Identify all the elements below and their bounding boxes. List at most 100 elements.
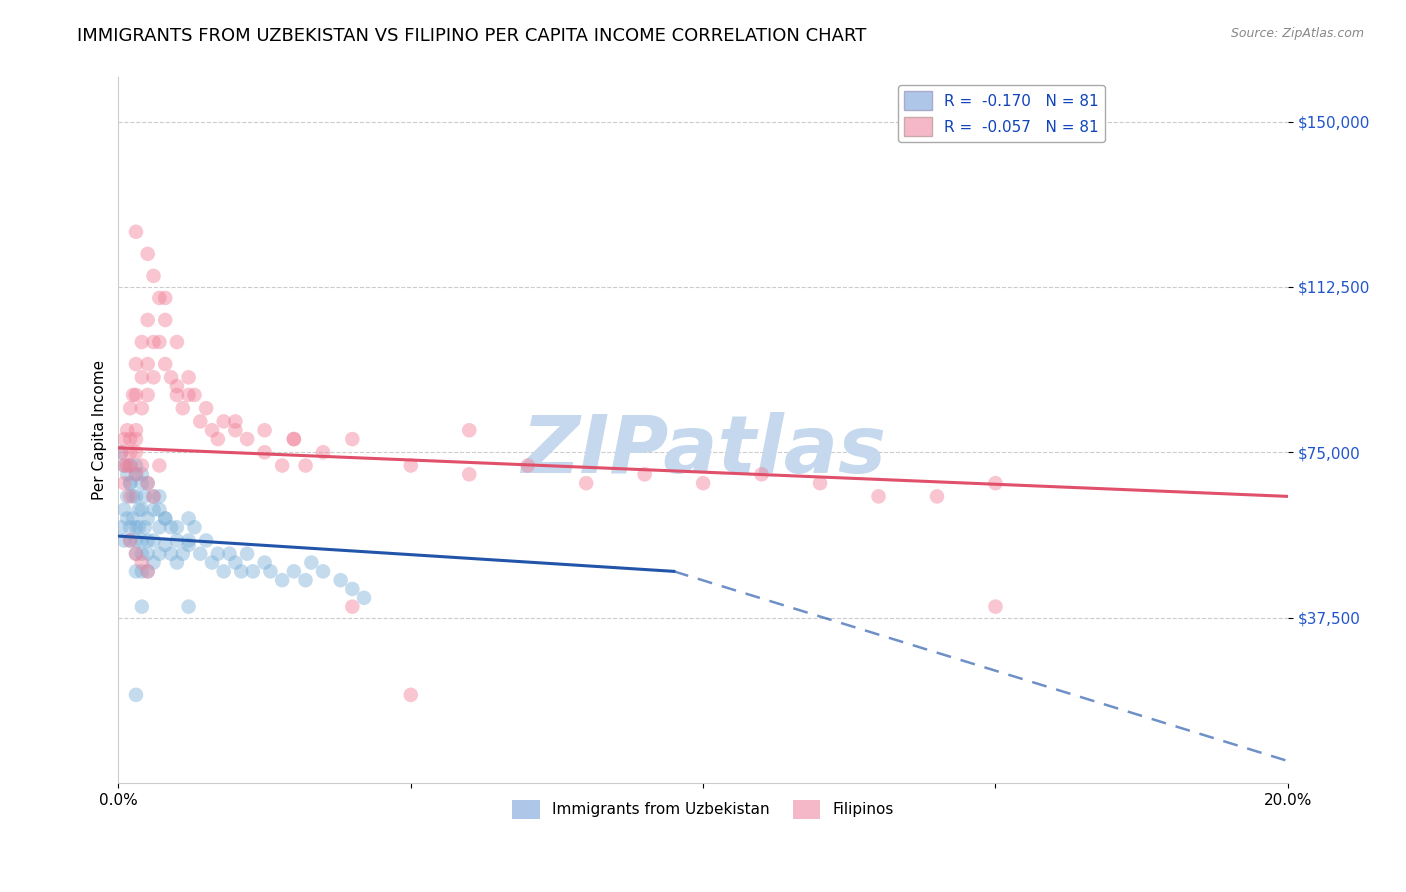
Point [294,573,316,587]
Point [148,458,170,473]
Point [120,520,142,534]
Point [131,502,153,516]
Point [125,458,148,473]
Point [183,520,205,534]
Point [136,565,159,579]
Point [125,467,148,482]
Point [177,533,200,548]
Point [142,489,165,503]
Point [283,565,305,579]
Point [177,388,200,402]
Point [808,476,831,491]
Point [172,547,194,561]
Point [160,520,183,534]
Point [110,445,132,459]
Point [177,511,200,525]
Point [136,565,159,579]
Point [177,538,200,552]
Text: Source: ZipAtlas.com: Source: ZipAtlas.com [1230,27,1364,40]
Point [125,547,148,561]
Legend: Immigrants from Uzbekistan, Filipinos: Immigrants from Uzbekistan, Filipinos [506,794,900,825]
Point [160,547,183,561]
Point [283,432,305,446]
Point [166,379,188,393]
Point [201,556,224,570]
Point [166,334,188,349]
Point [136,533,159,548]
Point [131,467,153,482]
Point [148,520,170,534]
Point [231,565,253,579]
Point [136,476,159,491]
Point [259,565,281,579]
Point [131,565,153,579]
Point [125,489,148,503]
Point [224,414,246,428]
Point [122,388,145,402]
Point [125,423,148,437]
Point [136,247,159,261]
Point [271,458,294,473]
Point [751,467,773,482]
Text: IMMIGRANTS FROM UZBEKISTAN VS FILIPINO PER CAPITA INCOME CORRELATION CHART: IMMIGRANTS FROM UZBEKISTAN VS FILIPINO P… [77,27,866,45]
Point [136,547,159,561]
Point [207,432,229,446]
Point [148,502,170,516]
Point [399,458,422,473]
Point [201,423,224,437]
Point [177,599,200,614]
Point [195,533,218,548]
Point [112,432,135,446]
Point [253,556,276,570]
Point [131,556,153,570]
Point [120,445,142,459]
Point [224,423,246,437]
Point [134,489,156,503]
Point [131,476,153,491]
Point [516,458,538,473]
Point [125,467,148,482]
Point [329,573,352,587]
Point [120,458,142,473]
Point [112,502,135,516]
Point [122,489,145,503]
Point [188,414,211,428]
Point [136,357,159,371]
Point [115,458,138,473]
Point [166,388,188,402]
Point [984,599,1007,614]
Point [218,547,240,561]
Point [112,458,135,473]
Point [131,533,153,548]
Point [115,423,138,437]
Point [692,476,714,491]
Point [142,556,165,570]
Point [172,401,194,416]
Point [128,520,150,534]
Point [212,565,235,579]
Point [120,476,142,491]
Point [253,423,276,437]
Point [125,547,148,561]
Point [342,432,364,446]
Point [166,533,188,548]
Point [115,489,138,503]
Point [125,357,148,371]
Point [177,370,200,384]
Point [115,511,138,525]
Point [136,313,159,327]
Point [148,334,170,349]
Point [142,489,165,503]
Point [207,547,229,561]
Point [125,432,148,446]
Point [399,688,422,702]
Point [155,313,177,327]
Point [283,432,305,446]
Point [183,388,205,402]
Point [353,591,375,605]
Point [160,370,183,384]
Text: ZIPatlas: ZIPatlas [520,412,886,491]
Point [236,432,259,446]
Point [131,401,153,416]
Point [148,489,170,503]
